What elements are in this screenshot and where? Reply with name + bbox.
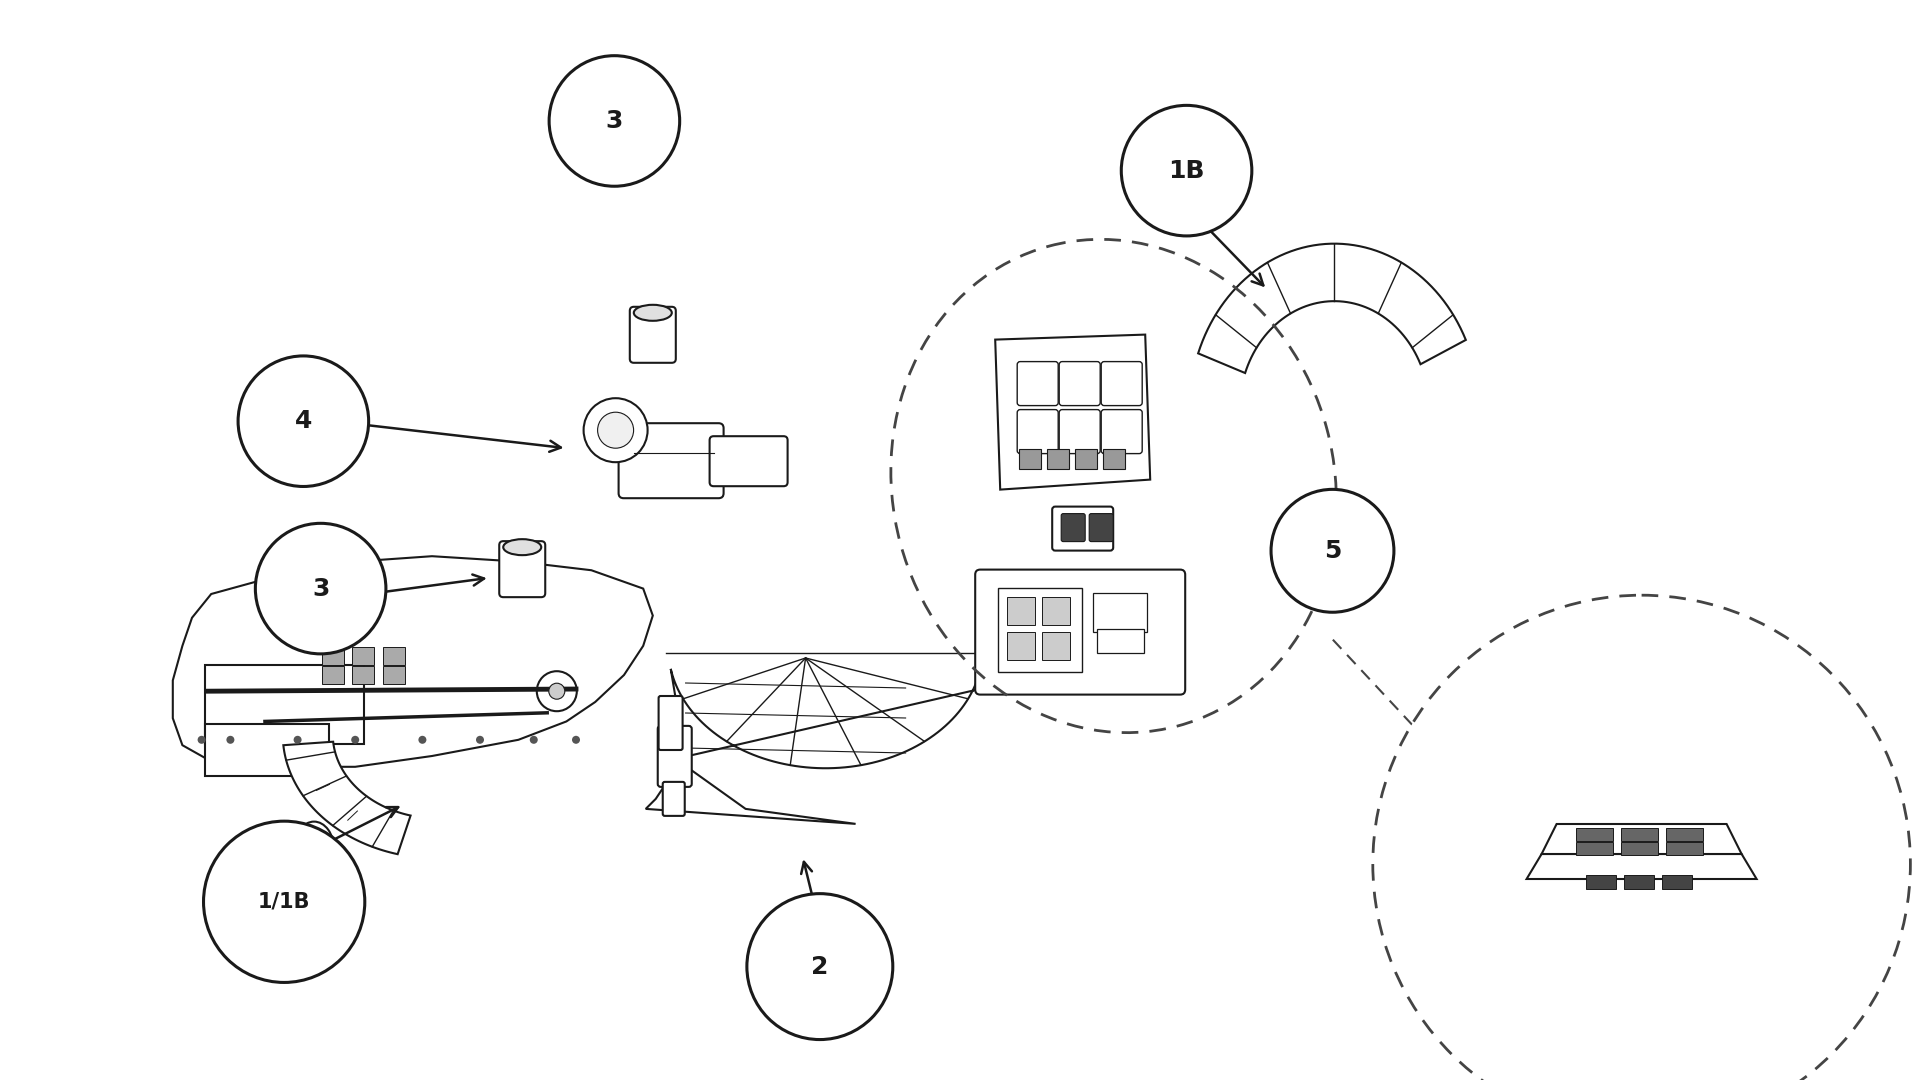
FancyBboxPatch shape (382, 666, 405, 685)
Text: 4: 4 (294, 409, 313, 433)
FancyBboxPatch shape (1665, 828, 1703, 841)
Circle shape (747, 893, 893, 1040)
Ellipse shape (294, 822, 334, 877)
FancyBboxPatch shape (1576, 828, 1613, 841)
Text: 1/1B: 1/1B (257, 892, 311, 912)
FancyBboxPatch shape (618, 423, 724, 498)
Text: 3: 3 (311, 577, 330, 600)
FancyBboxPatch shape (1052, 507, 1114, 551)
FancyBboxPatch shape (659, 726, 691, 787)
FancyBboxPatch shape (1296, 575, 1352, 603)
FancyBboxPatch shape (1665, 842, 1703, 855)
FancyBboxPatch shape (998, 588, 1083, 672)
FancyBboxPatch shape (630, 307, 676, 363)
FancyBboxPatch shape (321, 666, 344, 685)
FancyBboxPatch shape (1576, 842, 1613, 855)
Circle shape (227, 735, 234, 744)
Text: 2: 2 (810, 955, 829, 978)
FancyBboxPatch shape (205, 724, 330, 775)
FancyBboxPatch shape (662, 782, 685, 815)
FancyBboxPatch shape (1043, 596, 1069, 624)
Polygon shape (1542, 824, 1741, 854)
Circle shape (549, 684, 564, 699)
FancyBboxPatch shape (1104, 448, 1125, 469)
Circle shape (204, 821, 365, 983)
FancyBboxPatch shape (659, 696, 684, 750)
FancyBboxPatch shape (1018, 409, 1058, 454)
Circle shape (1373, 595, 1910, 1080)
Polygon shape (173, 556, 653, 767)
Circle shape (476, 735, 484, 744)
Polygon shape (645, 669, 981, 824)
FancyBboxPatch shape (1046, 448, 1069, 469)
FancyBboxPatch shape (1624, 875, 1653, 889)
FancyBboxPatch shape (351, 666, 374, 685)
Circle shape (294, 735, 301, 744)
FancyBboxPatch shape (1092, 593, 1148, 632)
FancyBboxPatch shape (382, 647, 405, 665)
FancyBboxPatch shape (1089, 514, 1114, 541)
Polygon shape (995, 335, 1150, 489)
Polygon shape (284, 742, 411, 854)
Circle shape (530, 735, 538, 744)
Text: 3: 3 (605, 109, 624, 133)
Circle shape (255, 524, 386, 653)
Polygon shape (1198, 244, 1465, 373)
Circle shape (572, 735, 580, 744)
FancyBboxPatch shape (710, 436, 787, 486)
FancyBboxPatch shape (1620, 842, 1657, 855)
Circle shape (584, 399, 647, 462)
FancyBboxPatch shape (1020, 448, 1041, 469)
Circle shape (538, 671, 576, 712)
FancyBboxPatch shape (205, 665, 365, 744)
Ellipse shape (634, 305, 672, 321)
FancyBboxPatch shape (499, 541, 545, 597)
FancyBboxPatch shape (1060, 362, 1100, 406)
FancyBboxPatch shape (1062, 514, 1085, 541)
FancyBboxPatch shape (1043, 632, 1069, 660)
FancyBboxPatch shape (1008, 632, 1035, 660)
FancyBboxPatch shape (1060, 409, 1100, 454)
Text: 5: 5 (1323, 539, 1342, 563)
FancyBboxPatch shape (1008, 596, 1035, 624)
Circle shape (597, 413, 634, 448)
FancyBboxPatch shape (1102, 409, 1142, 454)
FancyBboxPatch shape (1018, 362, 1058, 406)
Circle shape (351, 735, 359, 744)
FancyBboxPatch shape (351, 647, 374, 665)
Circle shape (238, 356, 369, 486)
FancyBboxPatch shape (1096, 629, 1144, 652)
FancyBboxPatch shape (1661, 875, 1692, 889)
Circle shape (549, 56, 680, 186)
FancyBboxPatch shape (1102, 362, 1142, 406)
FancyBboxPatch shape (1586, 875, 1615, 889)
Circle shape (1271, 489, 1394, 612)
FancyBboxPatch shape (975, 569, 1185, 694)
Circle shape (419, 735, 426, 744)
FancyBboxPatch shape (1075, 448, 1096, 469)
FancyBboxPatch shape (1620, 828, 1657, 841)
Circle shape (198, 735, 205, 744)
Circle shape (1121, 106, 1252, 235)
Polygon shape (1526, 854, 1757, 879)
FancyBboxPatch shape (321, 647, 344, 665)
Ellipse shape (503, 539, 541, 555)
Text: 1B: 1B (1167, 159, 1206, 183)
